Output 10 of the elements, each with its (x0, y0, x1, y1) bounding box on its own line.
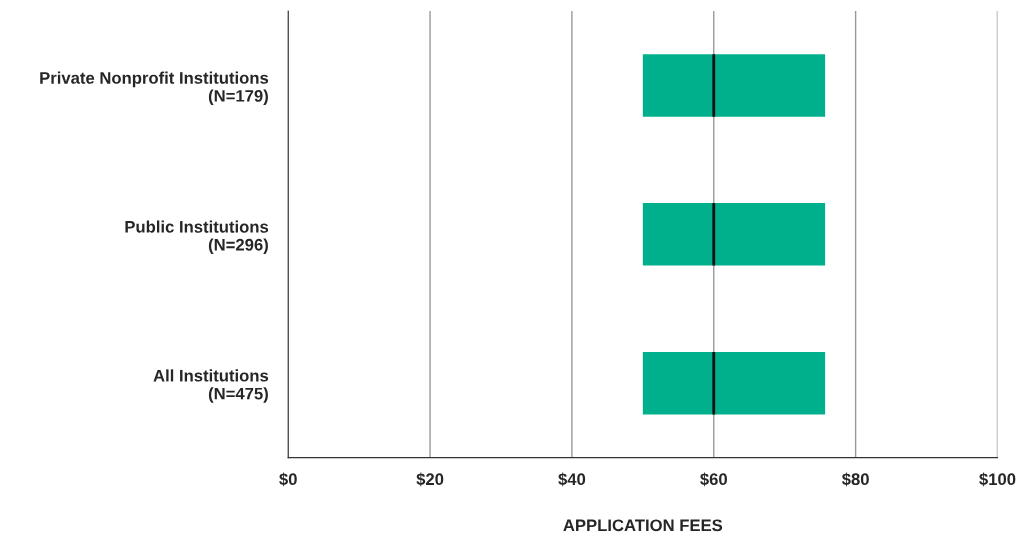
x-tick-label: $80 (841, 472, 869, 487)
x-tick-label: $0 (279, 472, 297, 487)
y-tick-label: All Institutions (N=475) (153, 369, 269, 403)
y-tick-label: Private Nonprofit Institutions (N=179) (40, 71, 269, 106)
x-tick-label: $100 (979, 472, 1016, 487)
x-axis-title: APPLICATION FEES (563, 519, 723, 532)
x-tick-label: $60 (700, 472, 727, 487)
x-tick-label: $40 (558, 472, 586, 487)
y-tick-label: Public Institutions (N=296) (125, 220, 269, 254)
x-tick-label: $20 (416, 472, 444, 487)
